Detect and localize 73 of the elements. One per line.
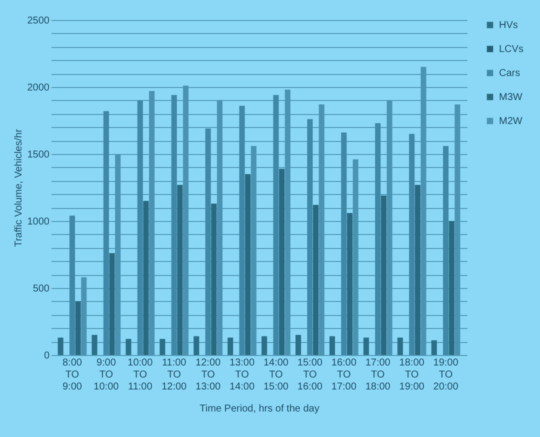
x-tick-label: 19:00 TO 20:00 xyxy=(433,358,459,392)
x-tick-label: 10:00 TO 11:00 xyxy=(128,358,154,392)
bar xyxy=(375,123,381,355)
y-tick-label: 2500 xyxy=(27,16,50,26)
y-tick-label: 1000 xyxy=(27,216,50,228)
bar xyxy=(143,200,149,355)
bar xyxy=(380,196,386,355)
bar xyxy=(313,204,319,355)
legend-label: LCVs xyxy=(499,44,524,55)
bar xyxy=(245,174,251,355)
bar xyxy=(216,100,222,355)
bar xyxy=(58,338,64,355)
bar xyxy=(420,66,426,355)
legend-label: M3W xyxy=(499,92,523,103)
x-tick-label: 17:00 TO 18:00 xyxy=(365,358,391,392)
bar xyxy=(296,334,302,355)
bar xyxy=(386,100,392,355)
bar xyxy=(363,338,369,355)
x-tick-label: 9:00 TO 10:00 xyxy=(94,358,120,392)
bar xyxy=(318,104,324,355)
x-tick-label: 11:00 TO 12:00 xyxy=(162,358,188,392)
bar xyxy=(92,334,98,355)
bar xyxy=(205,128,211,355)
bar xyxy=(109,253,115,355)
bar xyxy=(279,168,285,355)
bar xyxy=(75,301,81,355)
bar xyxy=(160,338,166,355)
x-axis-title: Time Period, hrs of the day xyxy=(200,404,320,414)
bar xyxy=(177,184,183,355)
bar xyxy=(69,216,75,355)
x-tick-label: 16:00 TO 17:00 xyxy=(331,358,357,392)
bar xyxy=(409,134,415,355)
bar xyxy=(137,100,143,355)
bar xyxy=(414,184,420,355)
bar xyxy=(171,95,177,355)
bar xyxy=(228,338,234,355)
bar xyxy=(284,90,290,355)
bar xyxy=(307,119,313,355)
bar xyxy=(329,336,336,355)
bar xyxy=(341,132,347,355)
bar xyxy=(103,111,109,355)
y-tick-label: 500 xyxy=(32,284,50,294)
y-tick-label: 0 xyxy=(44,350,50,362)
bar xyxy=(431,340,437,355)
bar xyxy=(273,95,279,355)
x-tick-label: 18:00 TO 19:00 xyxy=(399,358,425,392)
bar xyxy=(352,159,358,355)
y-axis-title: Traffic Volume, Vehicles/hr xyxy=(13,128,24,247)
bar xyxy=(250,146,256,355)
legend-label: HVs xyxy=(499,20,518,31)
x-tick-label: 12:00 TO 13:00 xyxy=(196,358,222,392)
bar xyxy=(194,336,200,355)
x-tick-label: 15:00 TO 16:00 xyxy=(297,358,323,392)
x-tick-label: 8:00 TO 9:00 xyxy=(62,358,82,392)
bar xyxy=(443,146,449,355)
x-tick-label: 14:00 TO 15:00 xyxy=(263,358,289,392)
bar xyxy=(397,338,403,355)
y-tick-label: 2000 xyxy=(27,82,50,94)
x-tick-label: 13:00 TO 14:00 xyxy=(230,358,255,392)
bar xyxy=(126,338,132,355)
bar xyxy=(115,154,121,355)
bar xyxy=(81,277,87,355)
legend-label: M2W xyxy=(499,116,523,127)
bar xyxy=(448,221,454,355)
y-tick-label: 1500 xyxy=(27,150,50,160)
bar xyxy=(149,91,155,355)
bar xyxy=(454,104,460,355)
bar xyxy=(211,204,217,355)
bar xyxy=(262,336,268,355)
bar xyxy=(182,86,189,355)
bar xyxy=(239,106,245,355)
bar xyxy=(346,212,352,355)
legend-label: Cars xyxy=(499,68,520,79)
